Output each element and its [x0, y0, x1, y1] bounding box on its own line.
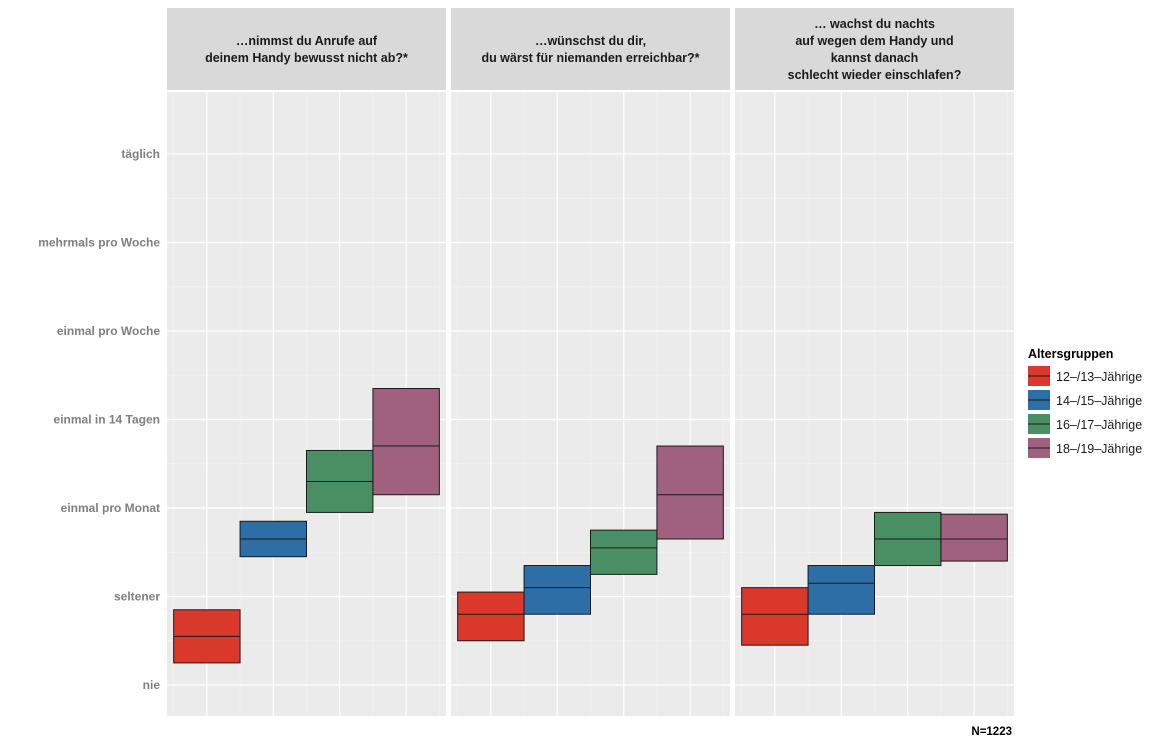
facet-title-line: deinem Handy bewusst nicht ab?* [205, 51, 408, 65]
facet-strip [451, 8, 730, 90]
y-tick-label: seltener [114, 590, 160, 604]
crossbar-box [940, 513, 1008, 562]
caption: N=1223 [971, 726, 1012, 738]
legend-label: 16–/17–Jährige [1056, 418, 1142, 432]
facet-title-line: …nimmst du Anrufe auf [236, 34, 378, 48]
crossbar-box [741, 587, 809, 646]
crossbar-box [457, 591, 525, 642]
facet-panel: …nimmst du Anrufe auf deinem Handy bewuss… [167, 8, 446, 716]
y-tick-label: mehrmals pro Woche [38, 235, 160, 249]
y-axis: nie seltener einmal pro Monat einmal in 14 … [38, 147, 160, 692]
y-tick-label: täglich [121, 147, 160, 161]
facet-title-line: du wärst für niemanden erreichbar?* [481, 51, 699, 65]
y-tick-label: nie [143, 678, 161, 692]
y-tick-label: einmal in 14 Tagen [54, 412, 160, 426]
facet-panel: …wünschst du dir, du wärst für niemanden … [451, 8, 730, 716]
facet-strip [735, 8, 1014, 90]
crossbar-box [372, 388, 440, 496]
crossbar-box [656, 445, 724, 540]
facet-title-line: …wünschst du dir, [535, 34, 646, 48]
legend-title: Altersgruppen [1028, 347, 1113, 361]
facet-panel: … wachst du nachts auf wegen dem Handy un… [735, 8, 1014, 716]
legend: Altersgruppen 12–/13–Jährige 14–/15–Jährig… [1028, 347, 1142, 458]
y-tick-label: einmal pro Monat [61, 501, 160, 515]
y-tick-label: einmal pro Woche [57, 324, 160, 338]
legend-label: 14–/15–Jährige [1056, 394, 1142, 408]
facet-strip [167, 8, 446, 90]
facet-panels: …nimmst du Anrufe auf deinem Handy bewuss… [167, 8, 1014, 716]
facet-title-line: kannst danach [831, 51, 919, 65]
legend-label: 18–/19–Jährige [1056, 442, 1142, 456]
facet-title-line: … wachst du nachts [814, 17, 935, 31]
facet-title-line: schlecht wieder einschlafen? [788, 68, 962, 82]
crossbar-box [523, 565, 591, 615]
facet-title-line: auf wegen dem Handy und [795, 34, 953, 48]
crossbar-box [807, 565, 875, 615]
legend-label: 12–/13–Jährige [1056, 370, 1142, 384]
crossbar-box [590, 529, 658, 575]
